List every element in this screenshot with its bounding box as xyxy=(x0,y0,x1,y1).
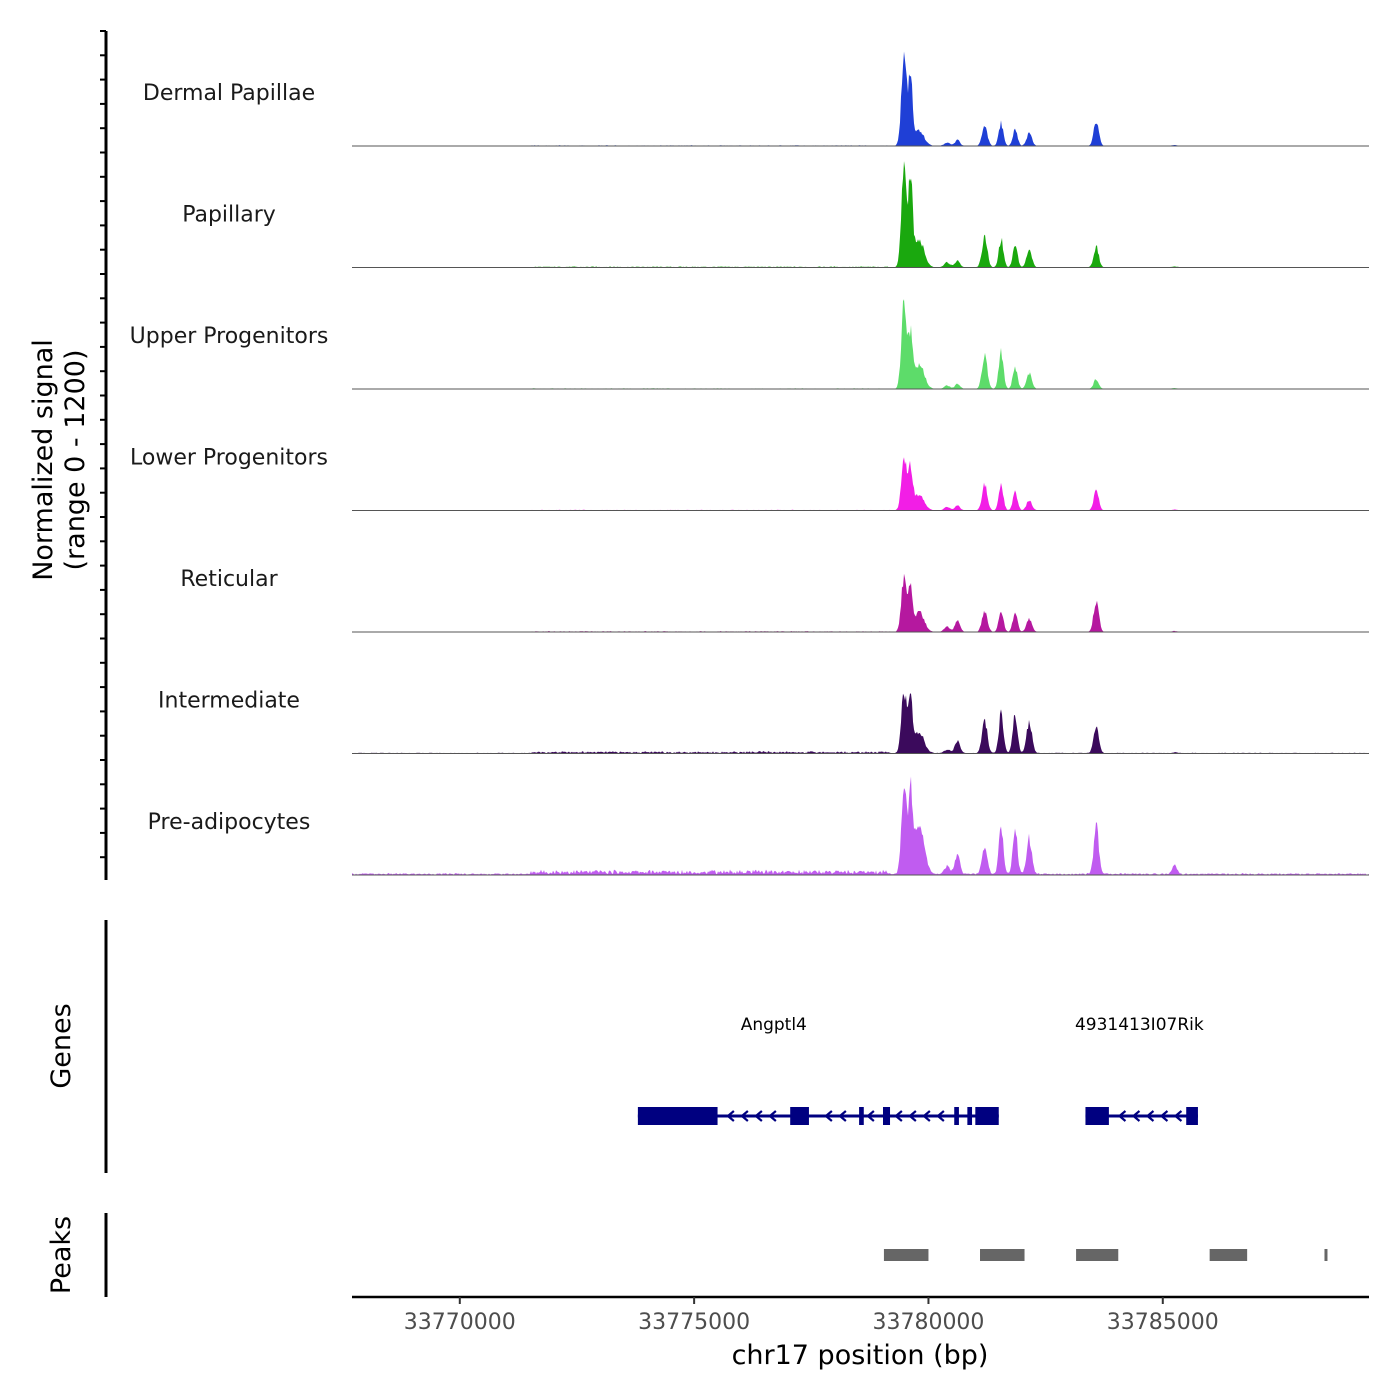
strand-arrow xyxy=(1117,1110,1127,1122)
gene-exon xyxy=(790,1107,809,1125)
track-reticular: Reticular xyxy=(180,567,1369,633)
strand-arrow xyxy=(908,1110,917,1122)
coverage-area xyxy=(352,693,1369,754)
gene-exon xyxy=(859,1107,864,1125)
track-label: Intermediate xyxy=(158,689,300,714)
x-tick-label: 33770000 xyxy=(404,1310,516,1335)
strand-arrow xyxy=(1145,1110,1155,1122)
coverage-area xyxy=(352,457,1369,511)
peak-bar xyxy=(1324,1249,1328,1261)
genes-panel-title: Genes xyxy=(46,1003,77,1088)
peak-regions xyxy=(883,1249,1328,1261)
x-axis-title: chr17 position (bp) xyxy=(732,1340,989,1371)
gene-models: Angptl4 4931413I07Rik xyxy=(637,1015,1204,1125)
coverage-area xyxy=(352,299,1369,389)
y-axis-title-line2: (range 0 - 1200) xyxy=(60,350,91,571)
strand-arrow xyxy=(1173,1110,1183,1122)
y-axis-title: Normalized signal (range 0 - 1200) xyxy=(28,339,91,581)
strand-arrow xyxy=(740,1110,749,1122)
track-label: Dermal Papillae xyxy=(143,81,315,106)
track-lower-progenitors: Lower Progenitors xyxy=(130,446,1369,511)
x-axis-ticks: 33770000 33775000 33780000 33785000 xyxy=(404,1297,1219,1335)
track-intermediate: Intermediate xyxy=(158,689,1369,754)
gene-exon xyxy=(637,1107,718,1125)
track-upper-progenitors: Upper Progenitors xyxy=(130,299,1369,390)
peak-bar xyxy=(883,1249,929,1261)
gene-exon xyxy=(954,1107,959,1125)
track-dermal-papillae: Dermal Papillae xyxy=(143,51,1369,147)
strand-arrow xyxy=(1159,1110,1169,1122)
coverage-tracks: Dermal Papillae Papillary Upper Progenitor… xyxy=(130,51,1369,876)
strand-arrow xyxy=(726,1110,735,1122)
strand-arrow xyxy=(754,1110,763,1122)
peak-bar xyxy=(1209,1249,1248,1261)
x-tick-label: 33780000 xyxy=(872,1310,984,1335)
strand-arrow xyxy=(894,1110,903,1122)
peak-bar xyxy=(1076,1249,1119,1261)
x-tick-label: 33775000 xyxy=(638,1310,750,1335)
coverage-area xyxy=(352,51,1369,146)
track-pre-adipocytes: Pre-adipocytes xyxy=(148,776,1369,876)
gene-exon xyxy=(882,1107,891,1125)
track-label: Reticular xyxy=(180,567,278,592)
strand-arrow xyxy=(922,1110,931,1122)
gene-exon xyxy=(1186,1107,1198,1125)
track-papillary: Papillary xyxy=(182,161,1369,268)
gene-4931413i07rik: 4931413I07Rik xyxy=(1075,1015,1204,1125)
track-label: Lower Progenitors xyxy=(130,446,328,471)
strand-arrow xyxy=(768,1110,777,1122)
strand-arrow xyxy=(866,1110,875,1122)
gene-label: 4931413I07Rik xyxy=(1075,1015,1204,1035)
coverage-area xyxy=(352,573,1369,632)
x-tick-label: 33785000 xyxy=(1107,1310,1219,1335)
strand-arrow xyxy=(824,1110,833,1122)
strand-arrow xyxy=(838,1110,847,1122)
track-label: Papillary xyxy=(182,203,276,228)
peak-bar xyxy=(980,1249,1025,1261)
gene-angptl4: Angptl4 xyxy=(637,1015,999,1125)
track-label: Pre-adipocytes xyxy=(148,810,311,835)
strand-arrow xyxy=(1131,1110,1141,1122)
peaks-panel-title: Peaks xyxy=(46,1216,77,1294)
strand-arrow xyxy=(936,1110,945,1122)
gene-label: Angptl4 xyxy=(741,1015,807,1035)
track-label: Upper Progenitors xyxy=(130,324,329,349)
coverage-area xyxy=(352,776,1369,875)
coverage-area xyxy=(352,161,1369,268)
gene-exon xyxy=(975,1107,999,1125)
coverage-y-ticks xyxy=(100,30,106,859)
gene-exon xyxy=(1085,1107,1109,1125)
y-axis-title-line1: Normalized signal xyxy=(28,339,59,581)
gene-exon xyxy=(967,1107,973,1125)
